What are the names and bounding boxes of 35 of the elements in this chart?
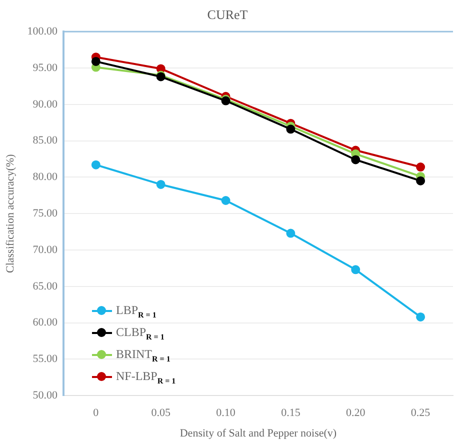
y-tick-label: 90.00 [32,98,58,110]
legend-label: BRINT$_{R = 1}$ [116,346,170,364]
x-axis-title: Density of Salt and Pepper noise(v) [180,427,337,440]
x-tick-label: 0.20 [346,407,366,420]
point [91,160,100,170]
legend-label: CLBP$_{R = 1}$ [116,324,164,342]
y-tick-label: 50.00 [32,389,58,402]
point [221,196,230,205]
point [286,228,296,238]
y-tick-label: 85.00 [32,134,58,147]
y-tick-label: 100.00 [27,25,58,38]
y-tick-label: 65.00 [32,280,58,292]
point [416,176,426,186]
y-tick-label: 70.00 [32,244,58,256]
y-tick-label: 95.00 [32,62,58,74]
x-tick-label: 0.05 [151,407,171,420]
legend-label: NF-LBP$_{R = 1}$ [116,368,176,386]
y-tick-label: 75.00 [32,207,58,220]
point [351,155,360,164]
point [91,56,100,66]
y-tick-label: 60.00 [32,316,58,329]
point [286,124,296,134]
point [156,180,166,189]
legend-label: LBP$_{R = 1}$ [116,302,156,320]
y-tick-label: 55.00 [32,353,58,366]
chart-title: CUReT [207,7,248,22]
y-tick-label: 80.00 [32,171,58,184]
x-tick-label: 0.15 [281,407,301,420]
point [416,312,426,322]
x-tick-label: 0.25 [410,407,431,420]
x-tick-label: 0.10 [216,407,236,420]
x-tick-label: 0 [93,407,100,420]
point [416,162,426,172]
y-axis-title: Classification accuracy(%) [4,154,16,274]
point [351,265,360,274]
